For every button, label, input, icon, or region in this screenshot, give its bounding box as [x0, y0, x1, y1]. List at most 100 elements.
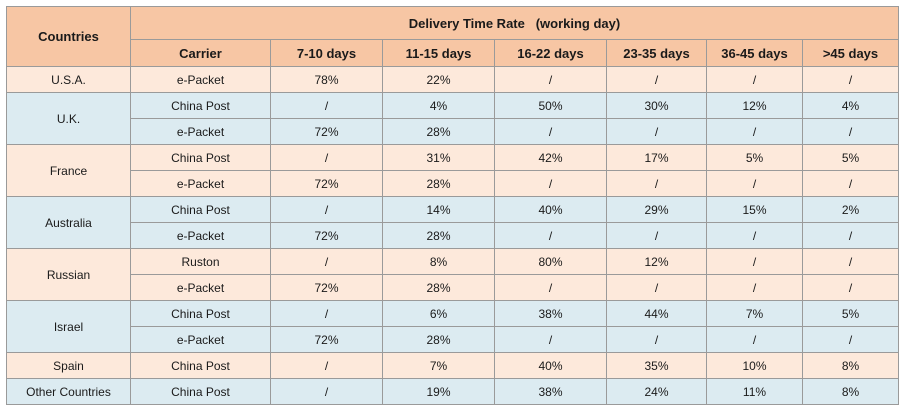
column-header: 11-15 days: [382, 39, 495, 67]
rate-cell: /: [606, 274, 707, 301]
rate-cell: 11%: [706, 378, 803, 405]
rate-cell: /: [706, 274, 803, 301]
table-row: Spain China Post/7% 40% 35% 10% 8%: [6, 352, 899, 379]
table-row: e-Packet 72% 28% / / / /: [7, 118, 899, 145]
rate-cell: /: [270, 196, 383, 223]
carrier-cell: e-Packet: [130, 66, 271, 93]
country-cell: Israel: [6, 300, 131, 353]
rate-cell: 24%: [606, 378, 707, 405]
rate-cell: 31%: [382, 144, 495, 171]
table-row: e-Packet 72% 28% / / / /: [7, 274, 899, 301]
rate-cell: /: [802, 248, 899, 275]
column-header: 36-45 days: [706, 39, 803, 67]
rate-cell: 12%: [606, 248, 707, 275]
rate-cell: 28%: [382, 274, 495, 301]
rate-cell: 4%: [802, 92, 899, 119]
rate-cell: /: [270, 378, 383, 405]
column-header: Carrier: [130, 39, 271, 67]
rate-cell: /: [802, 274, 899, 301]
rate-cell: 7%: [382, 352, 495, 379]
rate-cell: 28%: [382, 222, 495, 249]
table-row: Australia China Post/14% 40% 29% 15% 2%: [6, 196, 899, 249]
rate-cell: 22%: [382, 66, 495, 93]
carrier-cell: e-Packet: [130, 222, 271, 249]
country-cell: France: [6, 144, 131, 197]
rate-cell: /: [606, 222, 707, 249]
rate-cell: 44%: [606, 300, 707, 327]
title-row: Countries Delivery Time Rate (working da…: [6, 6, 899, 67]
rate-cell: /: [270, 92, 383, 119]
rate-cell: /: [802, 326, 899, 353]
table-row: U.K. China Post/4% 50% 30% 12% 4%: [6, 92, 899, 145]
rate-cell: /: [494, 118, 607, 145]
rate-cell: 7%: [706, 300, 803, 327]
carrier-cell: China Post: [130, 196, 271, 223]
carrier-cell: e-Packet: [130, 274, 271, 301]
rate-cell: /: [802, 170, 899, 197]
table-body: U.S.A. e-Packet 78% 22% / / / / U.K. China Post/4…: [6, 66, 899, 405]
rate-cell: 80%: [494, 248, 607, 275]
rate-cell: /: [270, 352, 383, 379]
rate-cell: 5%: [706, 144, 803, 171]
carrier-cell: China Post: [130, 378, 271, 405]
column-header: 7-10 days: [270, 39, 383, 67]
carrier-cell: China Post: [130, 144, 271, 171]
rate-cell: /: [606, 326, 707, 353]
carrier-cell: e-Packet: [130, 326, 271, 353]
rate-cell: 78%: [270, 66, 383, 93]
rate-cell: /: [606, 118, 707, 145]
carrier-cell: China Post: [130, 300, 271, 327]
rate-cell: 38%: [494, 378, 607, 405]
country-cell: Russian: [6, 248, 131, 301]
rate-cell: 30%: [606, 92, 707, 119]
rate-cell: /: [270, 300, 383, 327]
rate-cell: 28%: [382, 118, 495, 145]
rate-cell: /: [706, 326, 803, 353]
rate-cell: /: [494, 222, 607, 249]
countries-header: Countries: [6, 6, 131, 67]
rate-cell: 72%: [270, 170, 383, 197]
column-header: 16-22 days: [494, 39, 607, 67]
rate-cell: 28%: [382, 326, 495, 353]
rate-cell: 12%: [706, 92, 803, 119]
carrier-cell: China Post: [130, 92, 271, 119]
rate-cell: /: [270, 144, 383, 171]
country-cell: Australia: [6, 196, 131, 249]
rate-cell: /: [706, 222, 803, 249]
rate-cell: 5%: [802, 144, 899, 171]
rate-cell: 5%: [802, 300, 899, 327]
country-cell: Spain: [6, 352, 131, 379]
rate-cell: 14%: [382, 196, 495, 223]
table-row: Israel China Post/6% 38% 44% 7% 5%: [6, 300, 899, 353]
rate-cell: 72%: [270, 274, 383, 301]
table-row: France China Post/31% 42% 17% 5% 5%: [6, 144, 899, 197]
rate-cell: 42%: [494, 144, 607, 171]
rate-cell: 10%: [706, 352, 803, 379]
rate-cell: 40%: [494, 196, 607, 223]
rate-cell: 2%: [802, 196, 899, 223]
rate-cell: /: [802, 118, 899, 145]
table-row: e-Packet 72% 28% / / / /: [7, 326, 899, 353]
rate-cell: 19%: [382, 378, 495, 405]
carrier-cell: China Post: [130, 352, 271, 379]
rate-cell: /: [802, 222, 899, 249]
rate-cell: 8%: [382, 248, 495, 275]
rate-cell: 72%: [270, 118, 383, 145]
table-row: e-Packet 72% 28% / / / /: [7, 170, 899, 197]
column-header: 23-35 days: [606, 39, 707, 67]
country-cell: U.K.: [6, 92, 131, 145]
rate-cell: 28%: [382, 170, 495, 197]
rate-cell: /: [494, 326, 607, 353]
carrier-cell: Ruston: [130, 248, 271, 275]
country-cell: Other Countries: [6, 378, 131, 405]
delivery-time-rate-table: Countries Delivery Time Rate (working da…: [6, 6, 899, 405]
rate-cell: /: [606, 170, 707, 197]
carrier-cell: e-Packet: [130, 118, 271, 145]
rate-cell: 38%: [494, 300, 607, 327]
rate-cell: 6%: [382, 300, 495, 327]
rate-cell: 50%: [494, 92, 607, 119]
column-header: >45 days: [802, 39, 899, 67]
rate-cell: 8%: [802, 352, 899, 379]
rate-cell: 40%: [494, 352, 607, 379]
rate-cell: 8%: [802, 378, 899, 405]
